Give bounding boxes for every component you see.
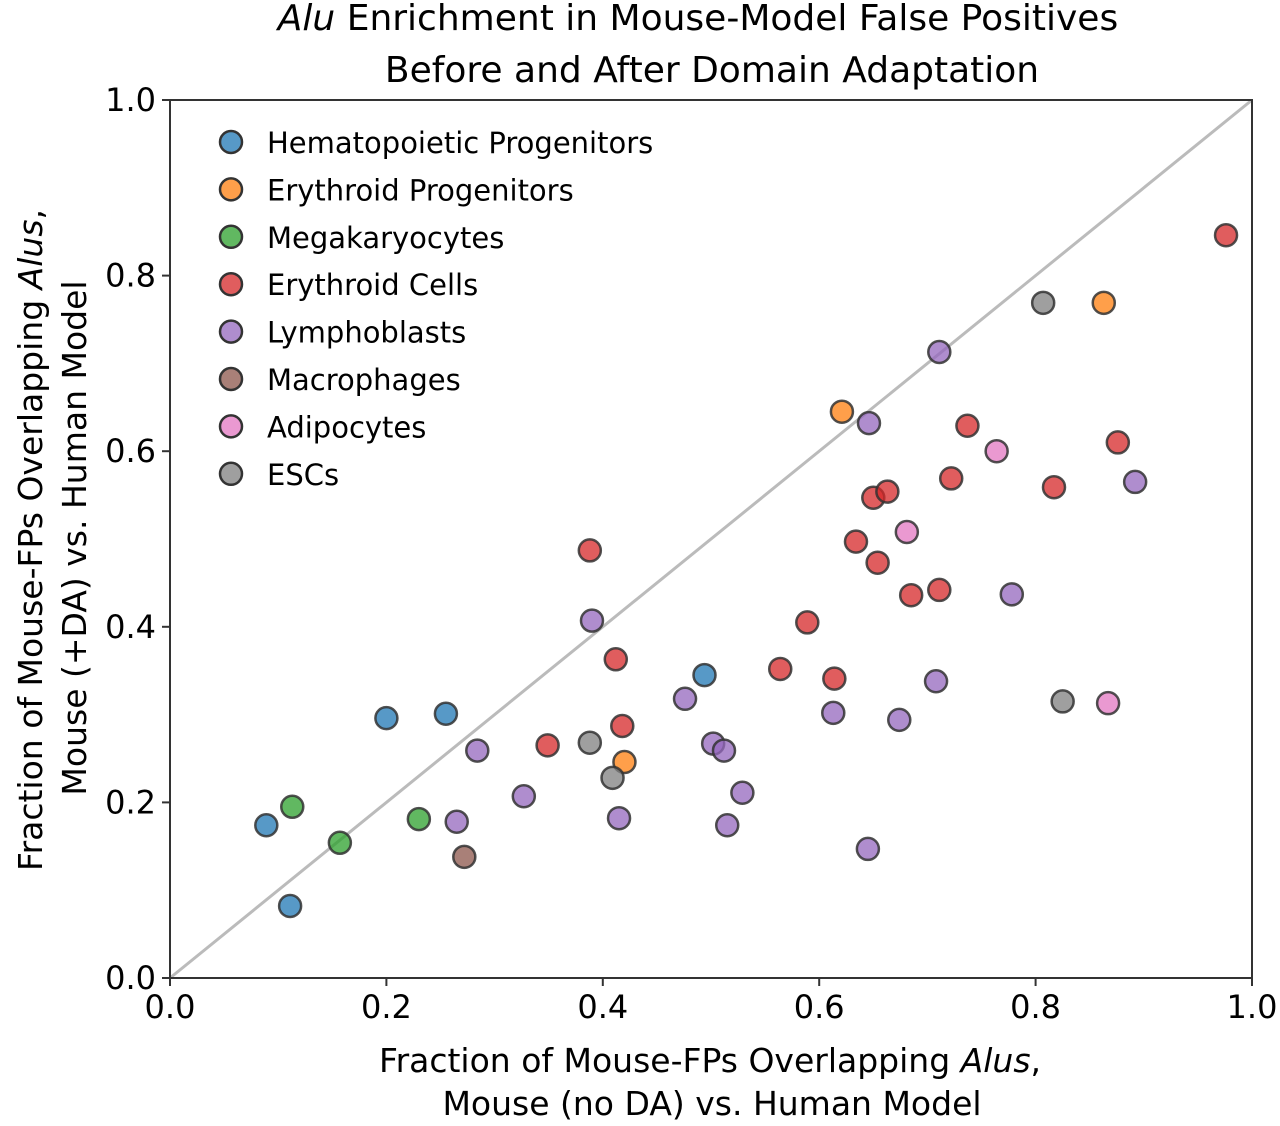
legend-label: Erythroid Progenitors	[267, 173, 574, 207]
data-point-erythroid-cells-3	[610, 713, 635, 739]
data-point-megakaryocytes-2	[406, 806, 432, 832]
legend-item: Macrophages	[218, 363, 461, 397]
data-point-lymphoblasts-2	[1122, 469, 1148, 495]
legend: Hematopoietic Progenitors Erythroid Proge…	[218, 126, 653, 492]
legend-item: Lymphoblasts	[218, 316, 466, 350]
data-point-escs-2	[577, 730, 603, 755]
legend-marker	[218, 224, 244, 250]
data-point-lymphoblasts-3	[999, 582, 1025, 607]
data-point-lymphoblasts-15	[711, 738, 737, 763]
y-axis-label-line2: Mouse (+DA) vs. Human Model	[55, 280, 94, 795]
data-point-erythroid-cells-5	[767, 656, 793, 682]
data-point-lymphoblasts-10	[444, 809, 469, 834]
data-point-escs-3	[600, 765, 625, 791]
data-point-erythroid-cells-1	[577, 538, 603, 563]
data-point-macrophages-0	[452, 844, 477, 870]
data-point-megakaryocytes-1	[327, 830, 353, 856]
x-tick-label: 0.2	[361, 988, 412, 1026]
y-tick-label: 0.4	[105, 608, 156, 646]
data-point-lymphoblasts-17	[714, 812, 740, 838]
legend-marker	[218, 461, 244, 487]
data-point-hematopoietic-progenitors-3	[433, 701, 459, 726]
data-point-erythroid-cells-4	[535, 733, 560, 758]
legend-label: Megakaryocytes	[267, 221, 504, 255]
data-point-erythroid-cells-2	[603, 647, 629, 672]
data-point-erythroid-progenitors-0	[829, 399, 855, 424]
y-tick-label: 0.6	[105, 432, 156, 470]
legend-item: Adipocytes	[218, 410, 426, 444]
x-tick-label: 0.6	[794, 988, 845, 1026]
y-axis-label-line1: Fraction of Mouse-FPs Overlapping Alus,	[11, 209, 50, 871]
data-point-escs-0	[1030, 290, 1056, 316]
data-point-lymphoblasts-8	[579, 608, 605, 633]
data-point-erythroid-cells-10	[875, 479, 900, 504]
data-point-hematopoietic-progenitors-2	[374, 705, 399, 731]
legend-item: Erythroid Cells	[218, 268, 478, 302]
data-point-erythroid-cells-15	[955, 413, 980, 438]
data-point-lymphoblasts-12	[606, 805, 632, 831]
legend-marker	[218, 319, 244, 344]
legend-marker	[218, 177, 244, 202]
data-point-erythroid-cells-7	[822, 666, 847, 691]
data-point-lymphoblasts-9	[465, 738, 490, 763]
y-tick-label: 0.8	[105, 257, 156, 295]
data-point-lymphoblasts-7	[855, 836, 881, 862]
data-point-lymphoblasts-11	[511, 784, 537, 809]
legend-label: Adipocytes	[267, 410, 426, 444]
chart-title-line2: Before and After Domain Adaptation	[385, 50, 1039, 91]
legend-item: Megakaryocytes	[218, 221, 504, 255]
legend-label: Lymphoblasts	[267, 316, 466, 350]
x-axis-label-line2: Mouse (no DA) vs. Human Model	[442, 1084, 981, 1122]
chart-title-line1: Alu Enrichment in Mouse-Model False Posi…	[276, 0, 1118, 39]
y-tick-label: 0.2	[105, 783, 156, 821]
data-point-megakaryocytes-0	[280, 794, 305, 820]
legend-item: ESCs	[218, 458, 339, 492]
x-axis-label-line1: Fraction of Mouse-FPs Overlapping Alus,	[379, 1041, 1041, 1080]
y-tick-label: 1.0	[105, 81, 156, 119]
legend-label: Macrophages	[267, 363, 461, 397]
data-point-erythroid-cells-0	[1213, 222, 1239, 248]
legend-item: Erythroid Progenitors	[218, 173, 574, 207]
data-point-lymphoblasts-0	[927, 339, 952, 365]
x-tick-label: 0.4	[577, 988, 628, 1026]
legend-label: Hematopoietic Progenitors	[267, 126, 653, 160]
data-point-erythroid-cells-8	[843, 529, 869, 554]
reference-line-y-equals-x	[169, 98, 1253, 980]
legend-marker	[218, 414, 244, 439]
data-point-lymphoblasts-5	[887, 707, 912, 733]
data-point-lymphoblasts-6	[821, 700, 846, 726]
data-point-escs-1	[1050, 689, 1075, 714]
data-point-hematopoietic-progenitors-0	[254, 812, 279, 838]
data-point-lymphoblasts-4	[923, 668, 949, 694]
data-point-erythroid-cells-17	[1105, 430, 1131, 455]
legend-label: Erythroid Cells	[267, 268, 478, 302]
x-tick-label: 1.0	[1227, 988, 1278, 1026]
data-point-erythroid-cells-6	[795, 610, 820, 635]
legend-marker	[218, 366, 244, 392]
data-point-hematopoietic-progenitors-4	[692, 662, 717, 688]
data-point-erythroid-cells-13	[927, 577, 952, 603]
legend-marker	[218, 129, 244, 155]
y-tick-label: 0.0	[105, 959, 156, 997]
legend-label: ESCs	[267, 458, 339, 492]
x-tick-label: 0.8	[1010, 988, 1061, 1026]
data-point-lymphoblasts-16	[730, 780, 755, 805]
plot-frame	[169, 99, 1253, 979]
data-point-lymphoblasts-13	[672, 686, 698, 712]
data-point-erythroid-cells-16	[1041, 474, 1067, 500]
x-tick-label: 0.0	[145, 988, 196, 1026]
legend-marker	[218, 271, 244, 297]
data-point-erythroid-cells-11	[865, 550, 890, 575]
data-point-lymphoblasts-1	[856, 410, 882, 436]
data-point-adipocytes-1	[894, 519, 920, 545]
data-point-adipocytes-0	[984, 438, 1009, 464]
data-point-erythroid-progenitors-1	[1091, 290, 1117, 316]
legend-item: Hematopoietic Progenitors	[218, 126, 653, 160]
data-point-erythroid-cells-14	[938, 466, 964, 491]
data-point-adipocytes-2	[1095, 690, 1121, 716]
data-point-hematopoietic-progenitors-1	[277, 893, 303, 919]
data-point-erythroid-cells-12	[898, 582, 924, 608]
